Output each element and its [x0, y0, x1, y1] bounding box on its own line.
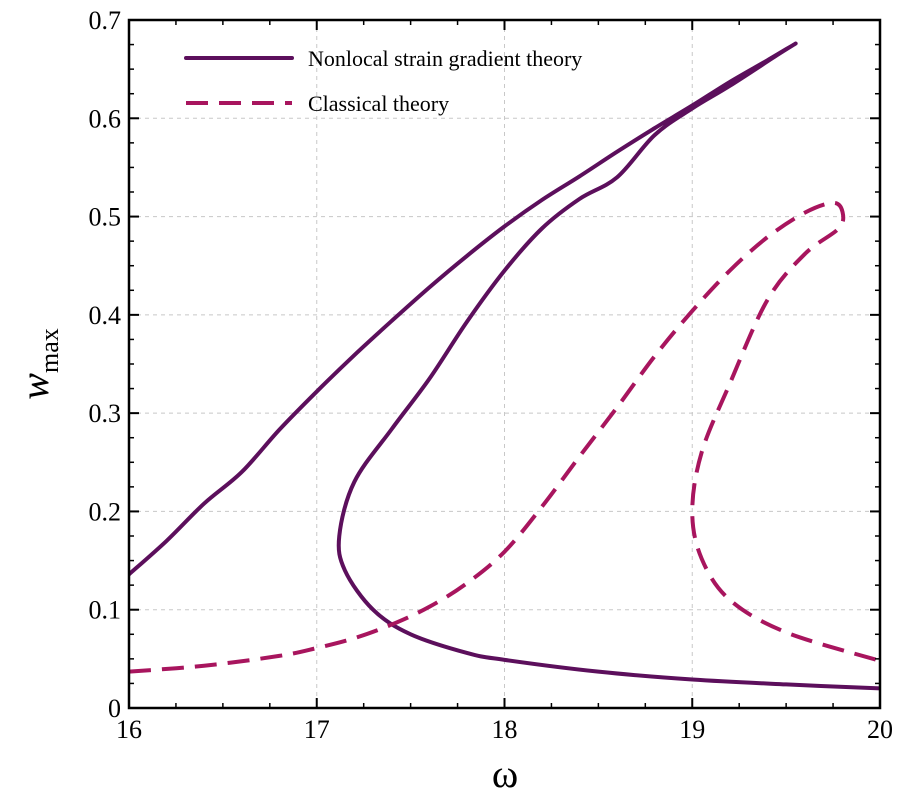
x-axis-title: ω — [492, 751, 518, 795]
y-axis-title-subscript: max — [35, 328, 64, 373]
x-tick-label: 17 — [304, 715, 330, 744]
series-line-nonlocal — [129, 41, 880, 691]
y-axis-title: wmax — [12, 328, 64, 399]
x-tick-label: 18 — [492, 715, 518, 744]
x-tick-label: 20 — [867, 715, 893, 744]
y-tick-label: 0.7 — [89, 6, 122, 35]
legend-label-nonlocal: Nonlocal strain gradient theory — [308, 46, 582, 71]
y-axis-title-group: wmax — [12, 328, 64, 399]
y-tick-label: 0.5 — [89, 203, 122, 232]
y-tick-label: 0.4 — [89, 301, 122, 330]
y-tick-label: 0.1 — [89, 596, 122, 625]
legend-label-classical: Classical theory — [308, 91, 449, 116]
y-tick-label: 0.3 — [89, 399, 122, 428]
y-axis-title-main: w — [12, 373, 57, 400]
series-line-classical — [129, 200, 880, 674]
y-tick-label: 0 — [108, 694, 121, 723]
x-tick-label: 19 — [679, 715, 705, 744]
ticks: 16 17 18 19 20 0 0.1 0.2 0.3 0.4 0.5 0.6 0.7 — [89, 6, 894, 744]
series-layer — [129, 41, 880, 691]
legend: Nonlocal strain gradient theory Classica… — [184, 46, 582, 116]
x-tick-label: 16 — [116, 715, 142, 744]
y-tick-label: 0.6 — [89, 104, 122, 133]
y-tick-label: 0.2 — [89, 497, 122, 526]
grid — [129, 20, 880, 708]
